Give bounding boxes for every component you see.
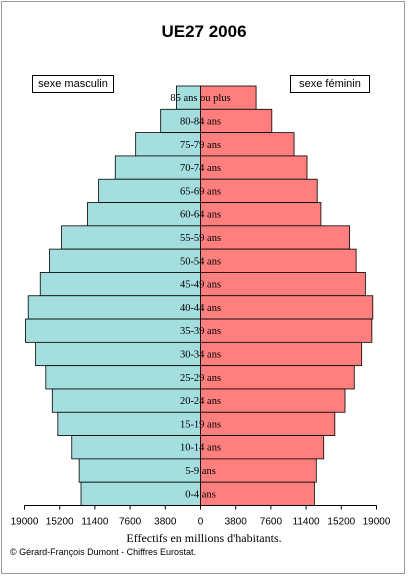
x-tick-label-4: 3800 bbox=[154, 517, 177, 528]
category-label-10: 35-39 ans bbox=[180, 326, 221, 337]
category-label-1: 80-84 ans bbox=[180, 116, 221, 127]
x-tick-label-8: 11400 bbox=[293, 517, 321, 528]
category-label-11: 30-34 ans bbox=[180, 350, 221, 361]
x-tick-label-3: 7600 bbox=[119, 517, 142, 528]
category-label-6: 55-59 ans bbox=[180, 233, 221, 244]
bar-female-9 bbox=[201, 296, 373, 319]
category-label-4: 65-69 ans bbox=[180, 186, 221, 197]
bar-female-17 bbox=[201, 482, 315, 505]
bar-male-9 bbox=[28, 296, 200, 319]
x-tick-label-10: 19000 bbox=[363, 517, 391, 528]
category-label-7: 50-54 ans bbox=[180, 256, 221, 267]
category-label-2: 75-79 ans bbox=[180, 140, 221, 151]
bar-male-7 bbox=[50, 249, 201, 272]
category-label-15: 10-14 ans bbox=[180, 443, 221, 454]
category-label-13: 20-24 ans bbox=[180, 396, 221, 407]
category-label-3: 70-74 ans bbox=[180, 163, 221, 174]
bar-female-16 bbox=[201, 459, 317, 482]
bar-male-11 bbox=[36, 342, 201, 365]
x-axis-label: Effectifs en millions d'habitants. bbox=[0, 531, 408, 546]
bar-female-13 bbox=[201, 389, 346, 412]
bar-male-13 bbox=[52, 389, 200, 412]
x-tick-label-6: 3800 bbox=[225, 517, 248, 528]
category-label-0: 85 ans ou plus bbox=[170, 93, 230, 104]
source-credit: © Gérard-François Dumont - Chiffres Euro… bbox=[10, 547, 196, 557]
bar-male-12 bbox=[46, 366, 201, 389]
category-label-8: 45-49 ans bbox=[180, 280, 221, 291]
category-label-5: 60-64 ans bbox=[180, 210, 221, 221]
category-label-17: 0-4 ans bbox=[185, 489, 216, 500]
bar-female-12 bbox=[201, 366, 355, 389]
x-tick-label-9: 15200 bbox=[327, 517, 355, 528]
category-label-12: 25-29 ans bbox=[180, 373, 221, 384]
bar-male-17 bbox=[81, 482, 200, 505]
bar-female-6 bbox=[201, 226, 350, 249]
category-label-9: 40-44 ans bbox=[180, 303, 221, 314]
bar-female-10 bbox=[201, 319, 372, 342]
x-tick-label-5: 0 bbox=[198, 517, 204, 528]
x-tick-label-1: 15200 bbox=[46, 517, 74, 528]
bar-female-11 bbox=[201, 342, 362, 365]
bar-male-8 bbox=[40, 272, 200, 295]
bar-female-8 bbox=[201, 272, 366, 295]
bar-male-16 bbox=[79, 459, 200, 482]
category-label-16: 5-9 ans bbox=[185, 466, 216, 477]
bar-male-10 bbox=[25, 319, 200, 342]
category-label-14: 15-19 ans bbox=[180, 419, 221, 430]
bar-female-7 bbox=[201, 249, 357, 272]
x-tick-label-2: 11400 bbox=[81, 517, 109, 528]
x-tick-label-0: 19000 bbox=[11, 517, 39, 528]
x-tick-label-7: 7600 bbox=[260, 517, 283, 528]
